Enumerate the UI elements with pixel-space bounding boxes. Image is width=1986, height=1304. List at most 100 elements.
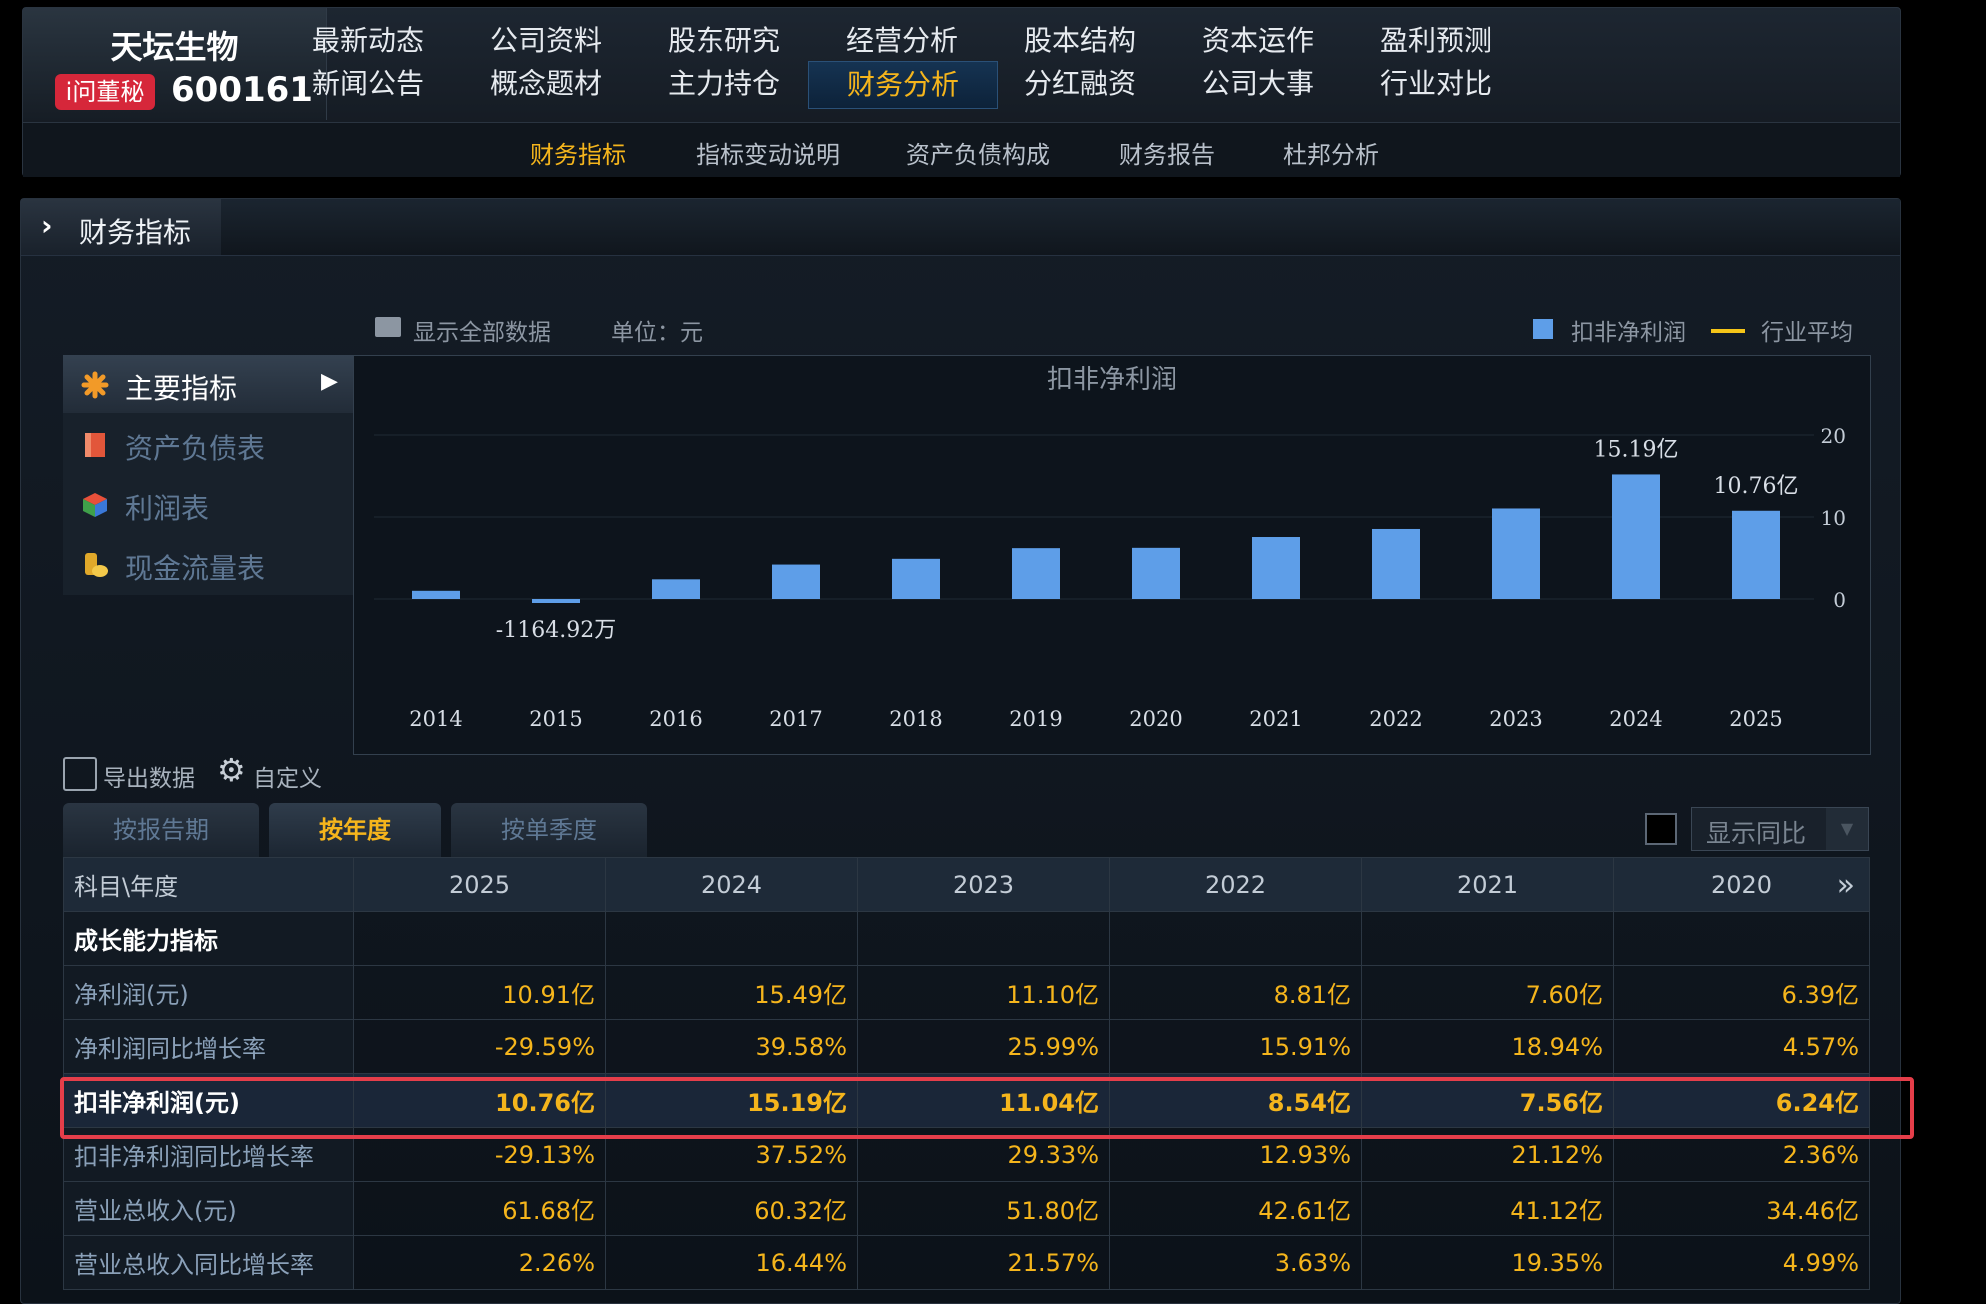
side-item-label: 利润表 [125,492,210,525]
table-cell: 2.26% [353,1235,606,1290]
subnav-item[interactable]: 财务报告 [1119,141,1215,169]
nav-item[interactable]: 主力持仓 [667,67,780,100]
row-label: 净利润(元) [63,965,354,1020]
show-all-data-link[interactable]: 显示全部数据 [413,320,551,346]
subnav-item[interactable]: 杜邦分析 [1283,141,1379,169]
nav-item[interactable]: 经营分析 [845,24,958,57]
panel-title-tab: › 财务指标 [21,199,221,255]
tab-by-year[interactable]: 按年度 [269,803,441,857]
legend-line-label: 行业平均 [1761,320,1853,346]
chart-bar [772,564,820,599]
gear-icon[interactable]: ⚙ [217,751,246,789]
nav-item[interactable]: 公司大事 [1201,67,1314,100]
x-tick-label: 2022 [1369,707,1422,731]
table-cell: 39.58% [605,1019,858,1074]
table-cell: 51.80亿 [857,1181,1110,1236]
company-name: 天坛生物 [110,28,239,66]
side-item-cash-flow[interactable]: 现金流量表 [63,535,353,593]
year-header: 2021 [1361,857,1614,912]
nav-item[interactable]: 股本结构 [1023,24,1136,57]
tab-by-quarter[interactable]: 按单季度 [451,803,647,857]
x-tick-label: 2016 [649,707,702,731]
panel-title: 财务指标 [79,216,192,249]
sub-nav: 财务指标 指标变动说明 资产负债构成 财务报告 杜邦分析 [23,122,1900,177]
more-columns-icon[interactable]: » [1836,868,1855,903]
ask-secretary-badge[interactable]: i问董秘 [55,74,155,110]
nav-item[interactable]: 股东研究 [667,24,780,57]
nav-item[interactable]: 新闻公告 [311,67,424,100]
table-cell [1361,911,1614,966]
y-tick-label: 20 [1821,424,1846,448]
table-cell: -29.59% [353,1019,606,1074]
compare-checkbox[interactable] [1645,813,1677,845]
year-header: 2024 [605,857,858,912]
export-icon[interactable] [63,757,97,791]
side-item-income-statement[interactable]: 利润表 [63,475,353,533]
stock-code: 600161 [171,70,313,110]
table-cell [353,911,606,966]
nav-item[interactable]: 财务分析 [808,61,998,109]
x-tick-label: 2020 [1129,707,1182,731]
table-cell: -29.13% [353,1127,606,1182]
table-cell: 4.57% [1613,1019,1870,1074]
subnav-item[interactable]: 资产负债构成 [906,141,1050,169]
chart-bar [532,599,580,603]
table-cell: 18.94% [1361,1019,1614,1074]
play-arrow-icon: ▶ [321,369,338,394]
table-cell: 25.99% [857,1019,1110,1074]
side-item-balance-sheet[interactable]: 资产负债表 [63,415,353,473]
nav-item[interactable]: 资本运作 [1201,24,1314,57]
export-data-link[interactable]: 导出数据 [103,766,195,792]
comment-icon [375,317,401,337]
subnav-item[interactable]: 指标变动说明 [696,141,840,169]
nav-item[interactable]: 概念题材 [489,67,602,100]
table-cell: 60.32亿 [605,1181,858,1236]
bar-chart: 扣非净利润 20 10 0 2014 2015 -1164.92万 2016 2017 2018 2… [374,365,1846,731]
table-cell: 12.93% [1109,1127,1362,1182]
row-label: 营业总收入(元) [63,1181,354,1236]
chart-bar [1612,474,1660,599]
chevron-down-icon: ▼ [1826,808,1868,850]
year-header: 2025 [353,857,606,912]
table-cell: 6.39亿 [1613,965,1870,1020]
legend-line-swatch [1711,329,1745,333]
side-menu: 主要指标 ▶ 资产负债表 利润表 现金流量表 [63,355,353,595]
table-row: 营业总收入(元) 61.68亿 60.32亿 51.80亿 42.61亿 41.12亿 34… [63,1181,1870,1236]
table-cell: 15.19亿 [605,1073,858,1128]
nav-item[interactable]: 分红融资 [1023,67,1136,100]
asterisk-icon [81,371,109,399]
unit-label: 单位：元 [611,320,703,346]
table-cell: 16.44% [605,1235,858,1290]
nav-item[interactable]: 盈利预测 [1379,24,1492,57]
table-row: 营业总收入同比增长率 2.26% 16.44% 21.57% 3.63% 19.35% 4.… [63,1235,1870,1290]
row-label: 扣非净利润(元) [63,1073,354,1128]
chart-bar [412,590,460,599]
table-cell: 11.10亿 [857,965,1110,1020]
chart-bar [1252,537,1300,599]
table-cell: 41.12亿 [1361,1181,1614,1236]
tab-by-report-period[interactable]: 按报告期 [63,803,259,857]
nav-item[interactable]: 行业对比 [1379,67,1492,100]
financial-panel: › 财务指标 显示全部数据 单位：元 扣非净利润 行业平均 主要指标 ▶ 资产负… [20,198,1901,1304]
side-item-label: 主要指标 [125,372,238,405]
table-cell: 7.60亿 [1361,965,1614,1020]
legend-bar-label: 扣非净利润 [1571,320,1686,346]
table-row: 净利润同比增长率 -29.59% 39.58% 25.99% 15.91% 18.94% 4… [63,1019,1870,1074]
row-label: 成长能力指标 [63,911,354,966]
table-row: 净利润(元) 10.91亿 15.49亿 11.10亿 8.81亿 7.60亿 6.39亿 [63,965,1870,1020]
table-cell: 34.46亿 [1613,1181,1870,1236]
compare-select[interactable]: 显示同比 ▼ [1691,807,1869,851]
customize-link[interactable]: 自定义 [253,766,322,792]
y-tick-label: 0 [1833,588,1846,612]
table-cell: 3.63% [1109,1235,1362,1290]
nav-item[interactable]: 公司资料 [489,24,602,57]
side-item-main-indicators[interactable]: 主要指标 ▶ [63,355,353,413]
year-header: 2022 [1109,857,1362,912]
indicator-table: 科目\年度 2025 2024 2023 2022 2021 2020» 成长能力指标 净利… [63,857,1870,1290]
nav-item[interactable]: 最新动态 [311,24,424,57]
table-cell [605,911,858,966]
data-label: 15.19亿 [1594,437,1679,462]
subnav-item[interactable]: 财务指标 [530,141,626,169]
table-cell: 37.52% [605,1127,858,1182]
row-label: 净利润同比增长率 [63,1019,354,1074]
